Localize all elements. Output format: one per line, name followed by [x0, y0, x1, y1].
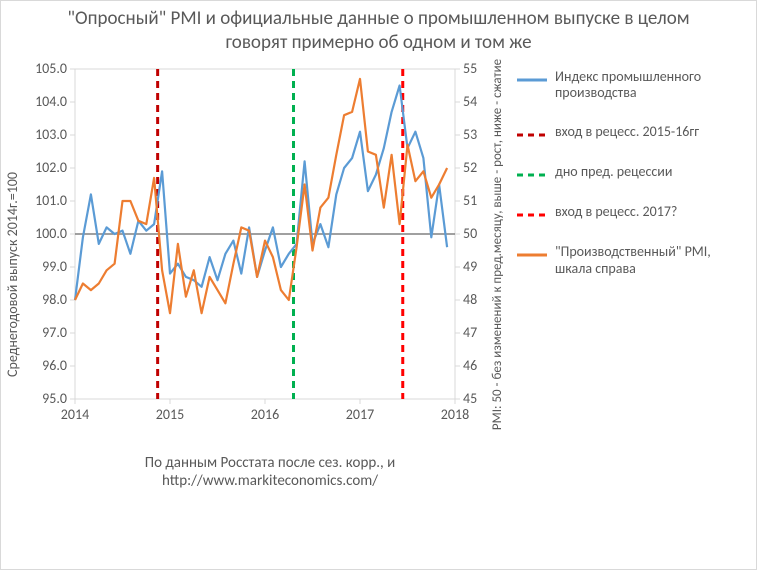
legend-label: дно пред. рецессии	[555, 164, 672, 181]
svg-text:2017: 2017	[346, 406, 374, 423]
chart-svg: 95.0 96.0 97.0 98.0 99.0 100.0 101.0 102.0 103.0…	[1, 59, 509, 449]
svg-text:101.0: 101.0	[35, 192, 67, 209]
legend-item: вход в рецесс. 2015-16гг	[517, 124, 717, 142]
svg-text:99.0: 99.0	[42, 258, 67, 275]
svg-text:54: 54	[463, 93, 477, 110]
svg-text:97.0: 97.0	[42, 324, 67, 341]
y-axis-right-label: PMI: 50 - без изменений к пред.месяцу, в…	[489, 59, 507, 430]
svg-text:104.0: 104.0	[35, 93, 67, 110]
svg-text:2015: 2015	[156, 406, 184, 423]
svg-text:47: 47	[463, 324, 477, 341]
svg-text:2014: 2014	[61, 406, 89, 423]
svg-text:49: 49	[463, 258, 477, 275]
legend-label: "Производственный" PMI, шкала справа	[555, 244, 717, 278]
svg-text:53: 53	[463, 126, 477, 143]
legend-item: "Производственный" PMI, шкала справа	[517, 244, 717, 278]
legend-item: Индекс промышленного производства	[517, 69, 717, 103]
chart-area: Среднегодовой выпуск 2014г.=100 95.0 96.0…	[1, 59, 509, 490]
chart-caption: По данным Росстата после сез. корр., и h…	[1, 454, 509, 490]
legend-label: Индекс промышленного производства	[555, 69, 717, 103]
legend-item: вход в рецесс. 2017?	[517, 204, 717, 222]
svg-text:95.0: 95.0	[42, 390, 67, 407]
legend-label: вход в рецесс. 2017?	[555, 204, 677, 221]
svg-text:55: 55	[463, 60, 477, 77]
legend-item: дно пред. рецессии	[517, 164, 717, 182]
svg-text:100.0: 100.0	[35, 225, 67, 242]
chart-title: "Опросный" PMI и официальные данные о пр…	[1, 1, 756, 59]
svg-text:98.0: 98.0	[42, 291, 67, 308]
svg-text:2016: 2016	[251, 406, 279, 423]
svg-text:50: 50	[463, 225, 477, 242]
legend: Индекс промышленного производства вход в …	[509, 59, 731, 300]
svg-text:103.0: 103.0	[35, 126, 67, 143]
svg-text:96.0: 96.0	[42, 357, 67, 374]
svg-text:52: 52	[463, 159, 477, 176]
legend-label: вход в рецесс. 2015-16гг	[555, 124, 699, 141]
svg-text:48: 48	[463, 291, 477, 308]
svg-text:51: 51	[463, 192, 477, 209]
svg-text:46: 46	[463, 357, 477, 374]
svg-text:2018: 2018	[441, 406, 469, 423]
svg-text:45: 45	[463, 390, 477, 407]
y-axis-left-label: Среднегодовой выпуск 2014г.=100	[3, 59, 21, 490]
svg-text:102.0: 102.0	[35, 159, 67, 176]
svg-text:105.0: 105.0	[35, 60, 67, 77]
